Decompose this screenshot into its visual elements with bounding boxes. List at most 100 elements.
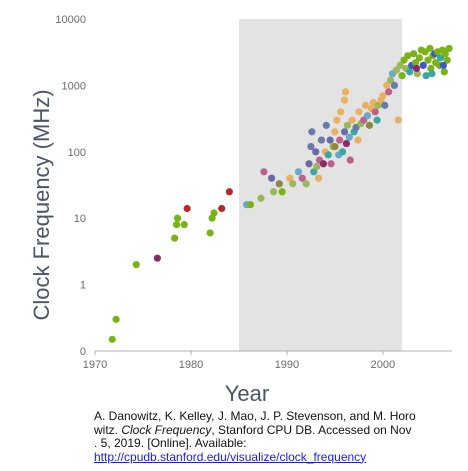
data-point [379, 92, 387, 100]
x-tick-label: 1990 [275, 359, 299, 371]
data-point [132, 261, 140, 269]
data-point [398, 72, 406, 80]
data-point [302, 180, 310, 188]
data-point [354, 136, 362, 144]
citation-line-3: . 5, 2019. [Online]. Available: [94, 436, 247, 450]
citation-line-2-start: witz. [94, 422, 122, 437]
data-point [439, 61, 447, 70]
data-point [445, 44, 453, 53]
clock-frequency-chart: 1970 1980 1990 2000 0 1 10 100 1000 10000 Year C… [29, 14, 453, 405]
data-point [267, 174, 276, 182]
x-tick-label: 2000 [371, 359, 395, 371]
x-tick-label: 1980 [179, 359, 203, 371]
data-point [173, 214, 182, 222]
data-point [317, 136, 326, 144]
data-point [313, 162, 321, 171]
data-point [312, 148, 320, 156]
data-point [383, 81, 391, 89]
data-point [426, 44, 434, 53]
data-point [404, 52, 412, 60]
data-point [171, 234, 179, 242]
data-point [340, 128, 349, 136]
data-point [286, 174, 294, 182]
data-point [153, 254, 161, 262]
data-point [298, 174, 306, 182]
data-point [374, 101, 382, 109]
data-point [225, 188, 233, 196]
data-point [333, 116, 341, 124]
y-axis-title: Clock Frequency (MHz) [29, 89, 54, 320]
data-point [345, 133, 353, 141]
data-point [327, 160, 335, 168]
data-point [172, 221, 181, 229]
data-point [373, 116, 381, 124]
data-point [322, 121, 330, 129]
data-point [305, 160, 313, 168]
data-point [381, 101, 389, 109]
data-point [260, 168, 268, 176]
data-point [390, 81, 399, 89]
data-point [422, 72, 430, 80]
y-tick-label: 10000 [55, 14, 86, 26]
data-point [443, 56, 451, 64]
data-point [436, 54, 445, 62]
data-point [411, 59, 420, 67]
data-point [112, 315, 120, 323]
data-point [308, 128, 316, 136]
data-point [394, 116, 402, 124]
data-point [371, 108, 379, 116]
data-point [324, 151, 332, 159]
data-point [441, 50, 449, 58]
data-point [386, 76, 395, 84]
data-point [440, 68, 448, 76]
y-tick-label: 1 [80, 280, 86, 292]
data-point [419, 61, 427, 70]
y-tick-label: 10 [74, 213, 86, 225]
data-point [331, 128, 339, 136]
data-point [410, 50, 418, 58]
data-point [278, 188, 286, 196]
data-point [326, 136, 334, 144]
data-point [352, 123, 360, 132]
data-point [355, 108, 363, 116]
data-point [294, 168, 303, 176]
data-point [269, 188, 278, 196]
citation-caption: A. Danowitz, K. Kelley, J. Mao, J. P. St… [94, 409, 464, 464]
x-axis-title: Year [225, 381, 269, 405]
data-point [275, 180, 283, 188]
y-ticks: 0 1 10 100 1000 10000 [55, 14, 86, 358]
data-point [428, 70, 436, 78]
data-point [406, 68, 414, 76]
citation-line-2-end: , Stanford CPU DB. Accessed on Nov [211, 422, 412, 437]
citation-line-1: A. Danowitz, K. Kelley, J. Mao, J. P. St… [94, 409, 416, 423]
data-point [315, 174, 323, 182]
y-tick-label: 100 [68, 147, 86, 159]
data-point [348, 116, 356, 124]
data-point [319, 160, 328, 168]
data-point [310, 168, 318, 176]
data-point [385, 88, 393, 96]
data-point [338, 148, 347, 156]
data-point [183, 204, 191, 213]
data-point [337, 108, 345, 116]
data-point [346, 156, 354, 164]
data-point [341, 88, 350, 96]
data-point [331, 142, 339, 151]
data-point [108, 335, 116, 343]
data-point [307, 142, 315, 151]
citation-link[interactable]: http://cpudb.stanford.edu/visualize/cloc… [94, 449, 367, 464]
data-point [246, 201, 255, 209]
y-tick-label: 0 [80, 346, 86, 358]
data-point [424, 56, 432, 64]
citation-source-title: Clock Frequency [121, 422, 212, 437]
data-point [210, 209, 218, 217]
data-point [365, 121, 374, 129]
data-point [412, 64, 421, 73]
data-point [396, 61, 404, 70]
data-point [180, 221, 188, 229]
data-point [257, 194, 265, 202]
data-point [342, 139, 351, 148]
citation-text: A. Danowitz, K. Kelley, J. Mao, J. P. St… [94, 409, 464, 451]
data-point [363, 112, 372, 120]
data-point [289, 180, 297, 188]
